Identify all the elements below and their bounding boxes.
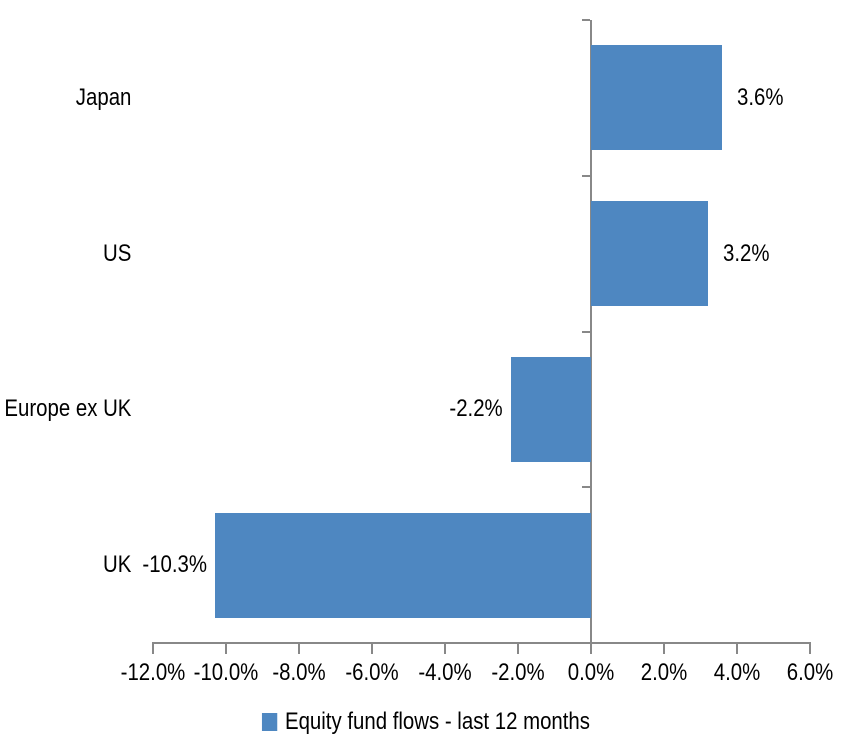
x-axis-tick	[663, 644, 665, 654]
value-label-uk: -10.3%	[142, 551, 207, 578]
x-axis-tick	[298, 644, 300, 654]
x-axis-tick	[371, 644, 373, 654]
x-axis-tick-label: 2.0%	[640, 659, 688, 686]
legend-label: Equity fund flows - last 12 months	[284, 708, 590, 735]
x-axis-tick-label: -6.0%	[345, 659, 399, 686]
x-axis-tick	[225, 644, 227, 654]
bar-us	[591, 201, 708, 306]
y-axis-tick	[582, 486, 590, 488]
x-axis-tick	[590, 644, 592, 654]
x-axis-tick	[809, 644, 811, 654]
bar-japan	[591, 45, 722, 150]
x-axis-line	[152, 642, 811, 644]
y-axis-tick	[582, 19, 590, 21]
category-label-europe-ex-uk: Europe ex UK	[3, 395, 131, 422]
category-label-japan: Japan	[75, 84, 131, 111]
category-label-uk: UK	[102, 551, 131, 578]
category-label-us: US	[102, 240, 131, 267]
x-axis-tick-label: -2.0%	[491, 659, 545, 686]
x-axis-tick	[736, 644, 738, 654]
value-label-europe-ex-uk: -2.2%	[449, 395, 503, 422]
x-axis-tick-label: -10.0%	[193, 659, 259, 686]
x-axis-tick	[152, 644, 154, 654]
y-axis-line	[590, 20, 592, 653]
legend: Equity fund flows - last 12 months	[64, 708, 788, 736]
x-axis-tick-label: -4.0%	[418, 659, 472, 686]
y-axis-tick	[582, 331, 590, 333]
x-axis-tick	[444, 644, 446, 654]
bar-uk	[215, 513, 591, 618]
value-label-japan: 3.6%	[737, 84, 784, 111]
x-axis-tick-label: 0.0%	[567, 659, 615, 686]
y-axis-tick	[582, 175, 590, 177]
value-label-us: 3.2%	[723, 240, 770, 267]
x-axis-tick-label: -8.0%	[272, 659, 326, 686]
x-axis-tick-label: 6.0%	[786, 659, 834, 686]
bar-europe-ex-uk	[511, 357, 591, 462]
legend-swatch	[262, 713, 278, 731]
x-axis-tick-label: -12.0%	[120, 659, 186, 686]
x-axis-tick	[517, 644, 519, 654]
x-axis-tick-label: 4.0%	[713, 659, 761, 686]
